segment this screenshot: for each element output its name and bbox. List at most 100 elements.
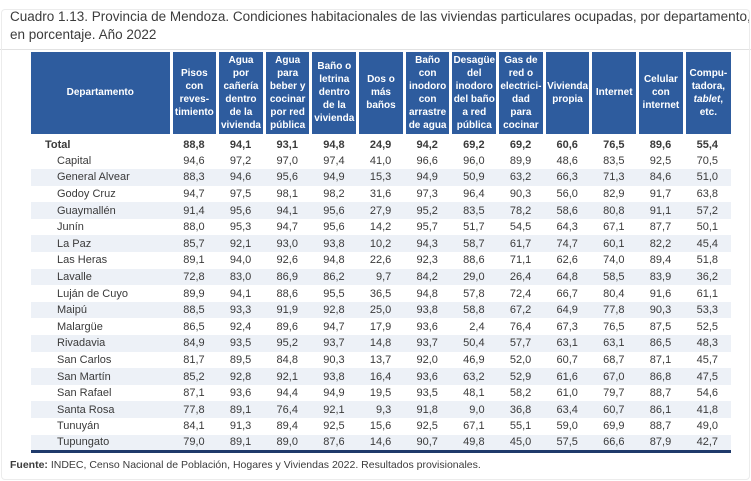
- value-cell: 61,7: [509, 237, 532, 250]
- value-cell: 61,6: [556, 370, 578, 383]
- value-cell: 58,8: [463, 304, 485, 317]
- value-cell: 46,9: [463, 353, 485, 366]
- value-cell: 89,1: [183, 254, 205, 267]
- value-cell: 71,3: [603, 171, 625, 184]
- value-cell: 97,4: [323, 154, 345, 167]
- value-cell: 45,7: [696, 353, 718, 366]
- value-cell: 61,0: [556, 387, 578, 400]
- value-cell: 76,5: [603, 320, 625, 333]
- value-cell: 84,8: [276, 353, 298, 366]
- value-cell: 90,7: [416, 436, 438, 449]
- value-cell: 94,8: [416, 287, 438, 300]
- value-cell: 49,0: [696, 420, 718, 433]
- value-cell: 58,7: [463, 237, 485, 250]
- value-cell: 15,6: [369, 420, 392, 433]
- value-cell: 94,8: [310, 135, 358, 153]
- value-cell: 91,9: [276, 304, 298, 317]
- value-cell: 81,7: [183, 353, 205, 366]
- title-line-1: Cuadro 1.13. Provincia de Mendoza. Condi…: [10, 9, 751, 24]
- value-cell: 94,0: [229, 254, 252, 267]
- value-cell: 89,0: [276, 436, 298, 449]
- value-cell: 87,9: [649, 436, 672, 449]
- value-cell: 66,7: [556, 287, 578, 300]
- value-cell: 92,5: [416, 420, 438, 433]
- value-cell: 69,9: [603, 420, 625, 433]
- table-row: Total 88,8 94,1 93,1 94,8 24,9 94,2 69,2 69,2 60,…: [31, 135, 731, 153]
- value-cell: 91,4: [183, 204, 205, 217]
- value-cell: 97,5: [229, 187, 252, 200]
- value-cell: 66,3: [556, 171, 578, 184]
- column-header-9: Vivienda propia: [542, 51, 591, 138]
- table-row: Malargüe 86,5 92,4 89,6 94,7 17,9 93,6 2,4 76,4 6…: [31, 318, 731, 335]
- value-cell: 89,5: [229, 353, 252, 366]
- value-cell: 96,0: [463, 154, 485, 167]
- value-cell: 36,8: [509, 403, 532, 416]
- value-cell: 95,6: [323, 221, 345, 234]
- value-cell: 87,1: [649, 353, 672, 366]
- column-header-10: Internet: [589, 51, 638, 138]
- value-cell: 2,4: [469, 320, 485, 333]
- value-cell: 88,0: [183, 221, 205, 234]
- column-header-0: Departamento: [31, 51, 171, 138]
- table-row: Rivadavia 84,9 93,5 95,2 93,7 14,8 93,7 50,4 57,…: [31, 335, 731, 352]
- value-cell: 90,3: [649, 304, 672, 317]
- value-cell: 41,0: [369, 154, 392, 167]
- value-cell: 72,8: [183, 270, 205, 283]
- value-cell: 59,0: [556, 420, 578, 433]
- value-cell: 53,3: [696, 304, 718, 317]
- value-cell: 67,3: [556, 320, 578, 333]
- value-cell: 45,4: [696, 237, 718, 250]
- table-row: Lavalle 72,8 83,0 86,9 86,2 9,7 84,2 29,0 26,4 64…: [31, 268, 731, 286]
- value-cell: 95,2: [276, 337, 298, 350]
- value-cell: 22,6: [369, 254, 392, 267]
- dept-cell: General Alvear: [57, 171, 130, 184]
- table-row: San Rafael 87,1 93,6 94,4 94,9 19,5 93,5 48,1 58…: [31, 385, 731, 402]
- value-cell: 95,6: [276, 171, 298, 184]
- value-cell: 9,0: [469, 403, 485, 416]
- dept-cell: Guaymallén: [57, 204, 116, 217]
- value-cell: 93,5: [416, 387, 438, 400]
- dept-cell: Santa Rosa: [57, 403, 115, 416]
- value-cell: 82,9: [603, 187, 625, 200]
- dept-cell: La Paz: [57, 237, 92, 250]
- value-cell: 86,5: [649, 337, 672, 350]
- value-cell: 69,2: [450, 135, 498, 153]
- value-cell: 78,2: [509, 204, 532, 217]
- value-cell: 24,9: [357, 135, 405, 153]
- dept-cell: Maipú: [57, 304, 87, 317]
- value-cell: 51,8: [696, 254, 718, 267]
- value-cell: 93,6: [416, 370, 438, 383]
- dept-cell: Lavalle: [57, 270, 92, 283]
- value-cell: 63,8: [696, 187, 718, 200]
- column-header-5: Dos o más baños: [356, 51, 405, 138]
- value-cell: 63,2: [463, 370, 485, 383]
- table-row: La Paz 85,7 92,1 93,0 93,8 10,2 94,3 58,7 61,7 74…: [31, 235, 731, 253]
- value-cell: 87,5: [649, 320, 672, 333]
- value-cell: 63,4: [556, 403, 578, 416]
- value-cell: 36,2: [696, 270, 718, 283]
- value-cell: 52,9: [509, 370, 532, 383]
- dept-cell: Las Heras: [57, 254, 108, 267]
- dept-cell: San Carlos: [57, 353, 112, 366]
- value-cell: 88,6: [463, 254, 485, 267]
- value-cell: 51,7: [463, 221, 485, 234]
- column-header-2: Agua por cañería dentro de la vivienda: [216, 51, 265, 138]
- value-cell: 96,4: [463, 187, 485, 200]
- value-cell: 84,9: [183, 337, 205, 350]
- value-cell: 89,6: [276, 320, 298, 333]
- value-cell: 79,7: [603, 387, 625, 400]
- value-cell: 92,6: [276, 254, 298, 267]
- value-cell: 95,6: [229, 204, 252, 217]
- value-cell: 88,7: [649, 420, 672, 433]
- value-cell: 17,9: [369, 320, 392, 333]
- value-cell: 62,6: [556, 254, 578, 267]
- top-rule: [0, 48, 751, 50]
- value-cell: 92,4: [229, 320, 252, 333]
- value-cell: 47,5: [696, 370, 718, 383]
- value-cell: 67,0: [603, 370, 625, 383]
- value-cell: 91,3: [229, 420, 252, 433]
- value-cell: 84,6: [649, 171, 672, 184]
- value-cell: 95,5: [323, 287, 345, 300]
- value-cell: 92,8: [323, 304, 345, 317]
- value-cell: 87,6: [323, 436, 345, 449]
